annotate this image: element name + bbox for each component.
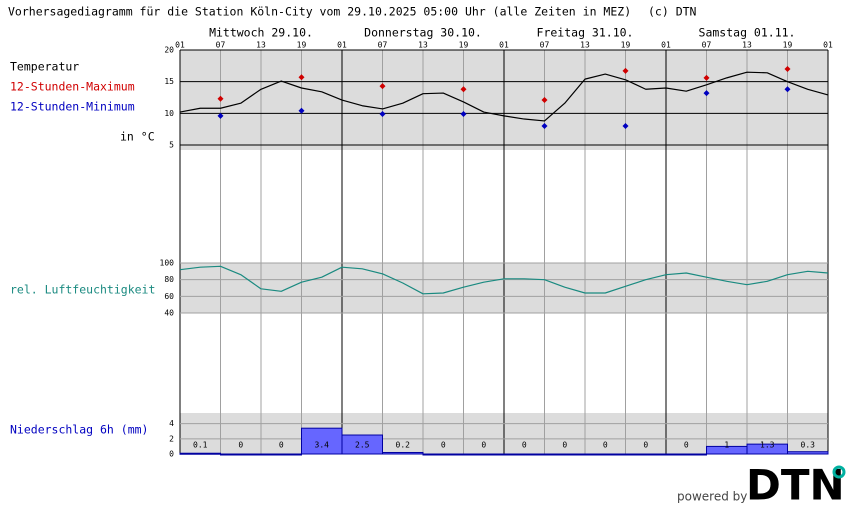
bar-label: 3.4 bbox=[315, 441, 330, 450]
x-tick-label: 13 bbox=[742, 41, 752, 50]
marker bbox=[298, 74, 305, 81]
y-tick-label: 2 bbox=[169, 434, 174, 443]
logo-dot bbox=[832, 465, 846, 479]
logo: DTN bbox=[746, 461, 845, 510]
bar bbox=[422, 453, 464, 456]
series-line bbox=[179, 265, 829, 295]
bar-label: 0 bbox=[279, 441, 284, 450]
bar-label: 0.3 bbox=[801, 441, 816, 450]
bar bbox=[746, 443, 788, 455]
x-tick-label: 01 bbox=[337, 41, 347, 50]
y-tick-label: 4 bbox=[169, 419, 174, 428]
marker bbox=[703, 90, 710, 97]
bar-label: 0 bbox=[684, 441, 689, 450]
unit-label: in °C bbox=[120, 130, 155, 144]
bar-label: 0 bbox=[562, 441, 567, 450]
marker bbox=[622, 67, 629, 74]
bar-label: 2.5 bbox=[355, 441, 370, 450]
x-tick-label: 07 bbox=[216, 41, 226, 50]
marker bbox=[460, 110, 467, 117]
y-tick-label: 100 bbox=[160, 259, 175, 268]
bar-label: 1.3 bbox=[760, 441, 775, 450]
marker bbox=[379, 110, 386, 117]
bar bbox=[463, 453, 505, 456]
marker bbox=[460, 86, 467, 93]
bar-label: 0 bbox=[522, 441, 527, 450]
bar-label: 0 bbox=[238, 441, 243, 450]
bar-label: 0.2 bbox=[396, 441, 411, 450]
y-tick-label: 5 bbox=[169, 141, 174, 150]
x-tick-label: 19 bbox=[783, 41, 793, 50]
marker bbox=[541, 97, 548, 104]
bar bbox=[382, 451, 424, 455]
marker bbox=[379, 83, 386, 90]
marker bbox=[217, 95, 224, 102]
precip-label: Niederschlag 6h (mm) bbox=[10, 423, 148, 437]
bar bbox=[220, 453, 262, 456]
day-label: Samstag 01.11. bbox=[699, 26, 796, 40]
title: Vorhersagediagramm für die Station Köln-… bbox=[8, 5, 631, 19]
bar bbox=[260, 453, 302, 456]
x-tick-label: 19 bbox=[459, 41, 469, 50]
humidity-label: rel. Luftfeuchtigkeit bbox=[10, 283, 155, 297]
bar bbox=[625, 453, 667, 456]
marker bbox=[541, 123, 548, 129]
x-tick-label: 01 bbox=[823, 41, 833, 50]
bar-label: 0 bbox=[481, 441, 486, 450]
marker bbox=[784, 86, 791, 93]
marker bbox=[703, 74, 710, 81]
y-tick-label: 15 bbox=[164, 77, 174, 86]
x-tick-label: 01 bbox=[661, 41, 671, 50]
y-tick-label: 20 bbox=[164, 46, 174, 55]
temperature-label: Temperatur bbox=[10, 60, 79, 74]
bar bbox=[665, 453, 707, 456]
marker bbox=[217, 112, 224, 119]
y-tick-label: 60 bbox=[164, 292, 174, 301]
x-tick-label: 13 bbox=[256, 41, 266, 50]
bar bbox=[179, 452, 221, 455]
bar-label: 1 bbox=[724, 441, 729, 450]
y-tick-label: 40 bbox=[164, 309, 174, 318]
bar bbox=[341, 434, 383, 455]
bar-label: 0 bbox=[603, 441, 608, 450]
bar bbox=[787, 451, 829, 455]
bar bbox=[301, 427, 343, 455]
marker bbox=[298, 107, 305, 114]
x-tick-label: 13 bbox=[418, 41, 428, 50]
bar bbox=[544, 453, 586, 456]
series-line bbox=[179, 71, 829, 122]
legend-min: 12-Stunden-Minimum bbox=[10, 100, 135, 114]
copyright: (c) DTN bbox=[648, 5, 697, 19]
bar-label: 0 bbox=[643, 441, 648, 450]
marker bbox=[622, 123, 629, 129]
powered-by: powered by bbox=[677, 490, 747, 504]
day-label: Donnerstag 30.10. bbox=[364, 26, 482, 40]
marker bbox=[784, 66, 791, 72]
bar-label: 0.1 bbox=[193, 441, 208, 450]
x-tick-label: 19 bbox=[621, 41, 631, 50]
x-tick-label: 13 bbox=[580, 41, 590, 50]
x-tick-label: 19 bbox=[297, 41, 307, 50]
y-tick-label: 80 bbox=[164, 275, 174, 284]
x-tick-label: 01 bbox=[499, 41, 509, 50]
legend-max: 12-Stunden-Maximum bbox=[10, 80, 135, 94]
day-label: Mittwoch 29.10. bbox=[209, 26, 313, 40]
bar bbox=[503, 453, 545, 456]
bar-label: 0 bbox=[441, 441, 446, 450]
day-label: Freitag 31.10. bbox=[537, 26, 634, 40]
y-tick-label: 10 bbox=[164, 109, 174, 118]
x-tick-label: 07 bbox=[540, 41, 550, 50]
x-tick-label: 07 bbox=[378, 41, 388, 50]
bar bbox=[584, 453, 626, 456]
x-tick-label: 07 bbox=[702, 41, 712, 50]
y-tick-label: 0 bbox=[169, 450, 174, 459]
x-tick-label: 01 bbox=[175, 41, 185, 50]
